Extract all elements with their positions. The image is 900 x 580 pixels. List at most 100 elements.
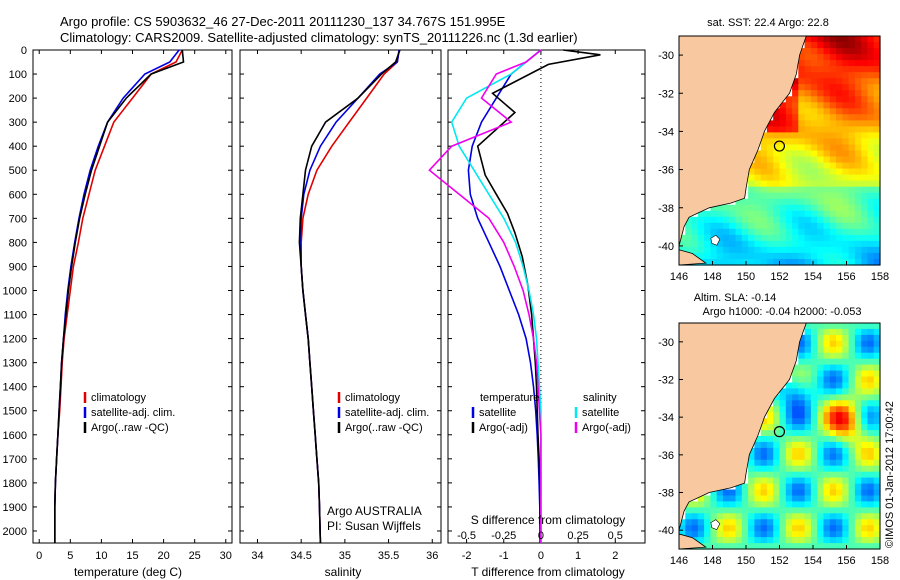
map-cell: [867, 495, 875, 502]
map-cell: [804, 72, 812, 79]
map-cell: [766, 126, 774, 133]
map-cell: [716, 525, 724, 532]
map-cell: [685, 216, 693, 224]
map-cell: [836, 489, 843, 496]
map-cell: [867, 370, 875, 378]
map-cell: [735, 525, 743, 532]
map-cell: [798, 489, 806, 496]
map-cell: [798, 259, 806, 266]
map-cell: [817, 114, 825, 121]
map-cell: [867, 180, 875, 188]
map-cell: [754, 441, 762, 449]
map-cell: [766, 430, 774, 437]
map-cell: [829, 48, 837, 55]
map-cell: [810, 120, 818, 127]
map-cell: [836, 246, 843, 254]
map-cell: [748, 162, 755, 170]
map-cell: [867, 328, 875, 336]
map-cell: [779, 216, 787, 224]
map-cell: [798, 252, 806, 260]
map-cell: [848, 459, 856, 467]
map-cell: [785, 465, 793, 473]
map-cell: [829, 156, 837, 164]
map-cell: [766, 259, 774, 266]
x-tick-label: 0: [36, 550, 42, 562]
map-cell: [861, 543, 869, 550]
map-cell: [873, 471, 881, 479]
map-cell: [741, 204, 749, 212]
map-cell: [792, 436, 799, 443]
map-cell: [766, 531, 774, 538]
map-cell: [804, 234, 812, 242]
map-cell: [861, 174, 869, 182]
map-cell: [766, 228, 774, 236]
map-cell: [804, 132, 812, 139]
map-cell: [817, 346, 825, 354]
map-cell: [836, 48, 843, 55]
map-cell: [854, 519, 862, 526]
map-cell: [817, 60, 825, 67]
map-cell: [836, 168, 843, 176]
map-cell: [798, 132, 806, 139]
map-cell: [867, 108, 875, 115]
map-cell: [779, 210, 787, 218]
map-cell: [679, 519, 686, 526]
map-cell: [817, 459, 825, 467]
x-tick-label: 30: [220, 550, 232, 562]
s-tick-label: -0.25: [491, 530, 516, 542]
map-cell: [766, 507, 774, 514]
map-cell: [723, 246, 730, 254]
map-cell: [836, 382, 843, 389]
map-cell: [867, 459, 875, 467]
map-cell: [873, 210, 881, 218]
map-cell: [697, 210, 705, 218]
map-cell: [854, 246, 862, 254]
map-cell: [779, 430, 787, 437]
map-cell: [723, 489, 730, 496]
map-cell: [792, 120, 799, 127]
map-cell: [754, 162, 762, 170]
map-cell: [867, 340, 875, 348]
map-cell: [873, 543, 881, 550]
map-cell: [854, 406, 862, 413]
map-cell: [842, 489, 850, 496]
map-cell: [829, 72, 837, 79]
map-cell: [810, 495, 818, 502]
map-cell: [798, 120, 806, 127]
map-cell: [823, 394, 831, 401]
map-cell: [867, 138, 875, 145]
map-cell: [779, 418, 787, 425]
map-cell: [848, 126, 856, 133]
map-cell: [785, 259, 793, 266]
map-cell: [798, 90, 806, 97]
map-cell: [710, 228, 718, 236]
map-cell: [748, 228, 755, 236]
map-cell: [854, 382, 862, 389]
map-cell: [836, 412, 843, 419]
map-cell: [748, 240, 755, 248]
map-cell: [829, 418, 837, 425]
map-cell: [867, 352, 875, 360]
map-cell: [817, 246, 825, 254]
map-cell: [842, 252, 850, 260]
map-cell: [798, 204, 806, 212]
y-tick-label: -38: [658, 488, 674, 500]
map-cell: [836, 418, 843, 425]
map-cell: [773, 513, 781, 520]
y-tick-label: -40: [658, 241, 674, 253]
map-cell: [829, 489, 837, 496]
map-cell: [679, 531, 686, 538]
map-cell: [867, 204, 875, 212]
map-cell: [792, 453, 799, 461]
map-cell: [716, 228, 724, 236]
map-cell: [854, 430, 862, 437]
map-cell: [748, 519, 755, 526]
map-cell: [729, 228, 737, 236]
map-cell: [848, 441, 856, 449]
map-cell: [829, 328, 837, 336]
map-cell: [723, 222, 730, 230]
map-cell: [854, 126, 862, 133]
map-cell: [861, 138, 869, 145]
map-cell: [842, 186, 850, 194]
map-cell: [810, 216, 818, 224]
